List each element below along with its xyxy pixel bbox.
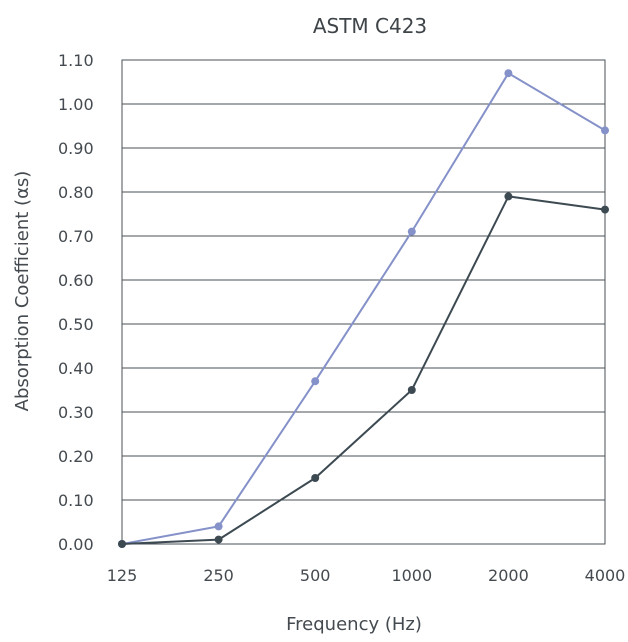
series-2 <box>118 192 609 548</box>
data-point <box>214 535 223 544</box>
y-tick-label: 0.30 <box>58 403 94 422</box>
data-point <box>118 540 126 548</box>
data-point <box>311 474 320 482</box>
data-point <box>214 522 223 531</box>
x-tick-label: 250 <box>203 566 234 585</box>
y-tick-label: 0.00 <box>58 535 94 554</box>
x-tick-label: 1000 <box>391 566 432 585</box>
y-tick-label: 0.40 <box>58 359 94 378</box>
y-tick-label: 0.60 <box>58 271 94 290</box>
y-tick-label: 0.50 <box>58 315 94 334</box>
y-axis-label: Absorption Coefficient (αs) <box>12 171 33 412</box>
y-tick-label: 1.00 <box>58 95 94 114</box>
chart-title: ASTM C423 <box>313 14 427 38</box>
gridlines <box>122 59 605 545</box>
series-1 <box>118 69 609 548</box>
x-tick-label: 500 <box>300 566 331 585</box>
x-axis-ticks: 125 250 500 1000 2000 4000 <box>107 566 626 585</box>
data-point <box>504 192 513 201</box>
data-point <box>601 205 609 214</box>
data-point <box>504 69 513 78</box>
data-point <box>407 386 416 394</box>
y-axis-ticks: 0.00 0.10 0.20 0.30 0.40 0.50 0.60 0.70 0.80 0.90… <box>58 51 94 554</box>
y-tick-label: 0.80 <box>58 183 94 202</box>
x-tick-label: 2000 <box>488 566 529 585</box>
x-tick-label: 125 <box>107 566 138 585</box>
y-tick-label: 0.10 <box>58 491 94 510</box>
data-point <box>407 227 416 236</box>
y-tick-label: 0.20 <box>58 447 94 466</box>
series-line <box>121 195 606 545</box>
data-point <box>311 377 320 386</box>
x-axis-label: Frequency (Hz) <box>286 614 422 635</box>
x-tick-label: 4000 <box>585 566 626 585</box>
y-tick-label: 0.90 <box>58 139 94 158</box>
series-line <box>121 72 606 545</box>
y-tick-label: 1.10 <box>58 51 94 70</box>
series-lines <box>118 69 609 548</box>
data-point <box>601 126 609 135</box>
y-tick-label: 0.70 <box>58 227 94 246</box>
plot-area-frame <box>121 59 606 545</box>
